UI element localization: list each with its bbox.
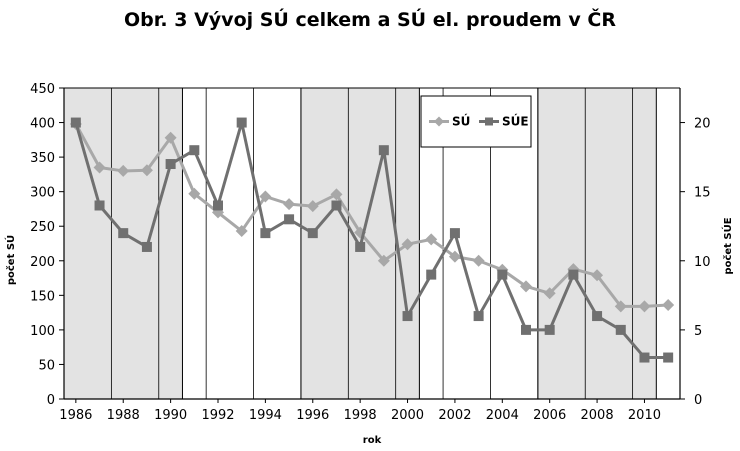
- x-tick-label: 1996: [296, 408, 329, 423]
- data-point: [188, 187, 201, 200]
- data-point: [638, 300, 651, 313]
- y2-tick-label: 5: [694, 324, 702, 339]
- data-point: [117, 164, 130, 177]
- data-point: [236, 117, 247, 128]
- data-point: [306, 200, 319, 213]
- data-point: [331, 200, 342, 211]
- y2-tick-label: 0: [694, 393, 702, 408]
- data-point: [521, 324, 531, 335]
- data-point: [639, 352, 650, 363]
- x-tick-label: 1988: [107, 408, 140, 423]
- x-tick-label: 2000: [391, 408, 424, 423]
- y-tick-label: 350: [30, 151, 55, 166]
- y-tick-label: 300: [30, 186, 55, 201]
- y-tick-label: 450: [30, 82, 55, 97]
- data-point: [401, 238, 414, 251]
- data-point: [355, 241, 366, 252]
- data-point: [189, 145, 200, 156]
- data-point: [378, 145, 389, 156]
- y-tick-label: 250: [30, 220, 55, 235]
- data-point: [377, 254, 390, 267]
- y-tick-label: 200: [30, 255, 55, 270]
- chart-title: Obr. 3 Vývoj SÚ celkem a SÚ el. proudem …: [124, 9, 616, 31]
- left-axis-ticks: 0 50 100 150 200 250 300 350 400 450: [30, 82, 64, 408]
- y-tick-label: 100: [30, 324, 55, 339]
- data-point: [425, 233, 438, 246]
- data-point: [448, 250, 461, 263]
- y-axis-label: počet SÚ: [4, 235, 17, 285]
- data-point: [544, 324, 555, 335]
- data-point: [235, 225, 248, 238]
- x-tick-label: 1994: [249, 408, 282, 423]
- y-tick-label: 400: [30, 117, 55, 132]
- y-tick-label: 150: [30, 289, 55, 304]
- data-point: [93, 161, 106, 174]
- data-point: [141, 241, 152, 252]
- data-point: [449, 228, 460, 239]
- data-point: [284, 214, 295, 225]
- data-point: [283, 198, 296, 211]
- legend-label-0: SÚ: [452, 114, 470, 129]
- data-point: [592, 311, 603, 322]
- x-tick-label: 1990: [154, 408, 187, 423]
- data-point: [402, 311, 413, 322]
- data-point: [165, 159, 176, 170]
- y-tick-label: 50: [38, 358, 55, 373]
- y2-tick-label: 15: [694, 186, 711, 201]
- data-point: [260, 228, 271, 239]
- data-point: [662, 299, 675, 312]
- data-point: [472, 254, 485, 267]
- legend-marker-0: [434, 116, 444, 127]
- x-tick-label: 1986: [59, 408, 92, 423]
- data-point: [568, 269, 579, 280]
- x-tick-label: 2002: [438, 408, 471, 423]
- x-tick-label: 2006: [533, 408, 566, 423]
- data-point: [663, 352, 674, 363]
- y-tick-label: 0: [47, 393, 55, 408]
- x-tick-label: 1998: [344, 408, 377, 423]
- x-axis-label: rok: [363, 435, 382, 446]
- legend: SÚ SÚE: [420, 95, 532, 148]
- data-point: [164, 131, 177, 144]
- data-point: [70, 117, 81, 128]
- data-point: [426, 269, 437, 280]
- data-point: [140, 164, 153, 177]
- data-point: [213, 200, 223, 211]
- x-tick-label: 2010: [628, 408, 661, 423]
- data-point: [473, 311, 484, 322]
- data-point: [307, 228, 318, 239]
- data-point: [543, 287, 556, 300]
- x-tick-label: 2004: [486, 408, 519, 423]
- y2-tick-label: 10: [694, 255, 711, 270]
- data-point: [118, 228, 129, 239]
- data-point: [94, 200, 105, 211]
- y2-tick-label: 20: [694, 117, 711, 132]
- axes: [63, 87, 681, 400]
- x-tick-label: 2008: [581, 408, 614, 423]
- y2-axis-label: počet SÚE: [721, 217, 734, 274]
- data-point: [259, 190, 272, 203]
- data-point: [591, 269, 604, 282]
- x-tick-label: 1992: [201, 408, 234, 423]
- right-axis-ticks: 0 5 10 15 20: [680, 117, 711, 408]
- legend-marker-1: [485, 117, 493, 126]
- data-point: [615, 324, 626, 335]
- x-axis-ticks: 1986 1988 1990 1992 1994 1996 1998 2000 2002 2004…: [59, 399, 661, 423]
- series-group: [69, 117, 675, 363]
- data-point: [520, 280, 532, 293]
- legend-label-1: SÚE: [502, 114, 529, 129]
- data-point: [497, 269, 508, 280]
- data-point: [614, 300, 627, 313]
- data-point: [330, 188, 343, 201]
